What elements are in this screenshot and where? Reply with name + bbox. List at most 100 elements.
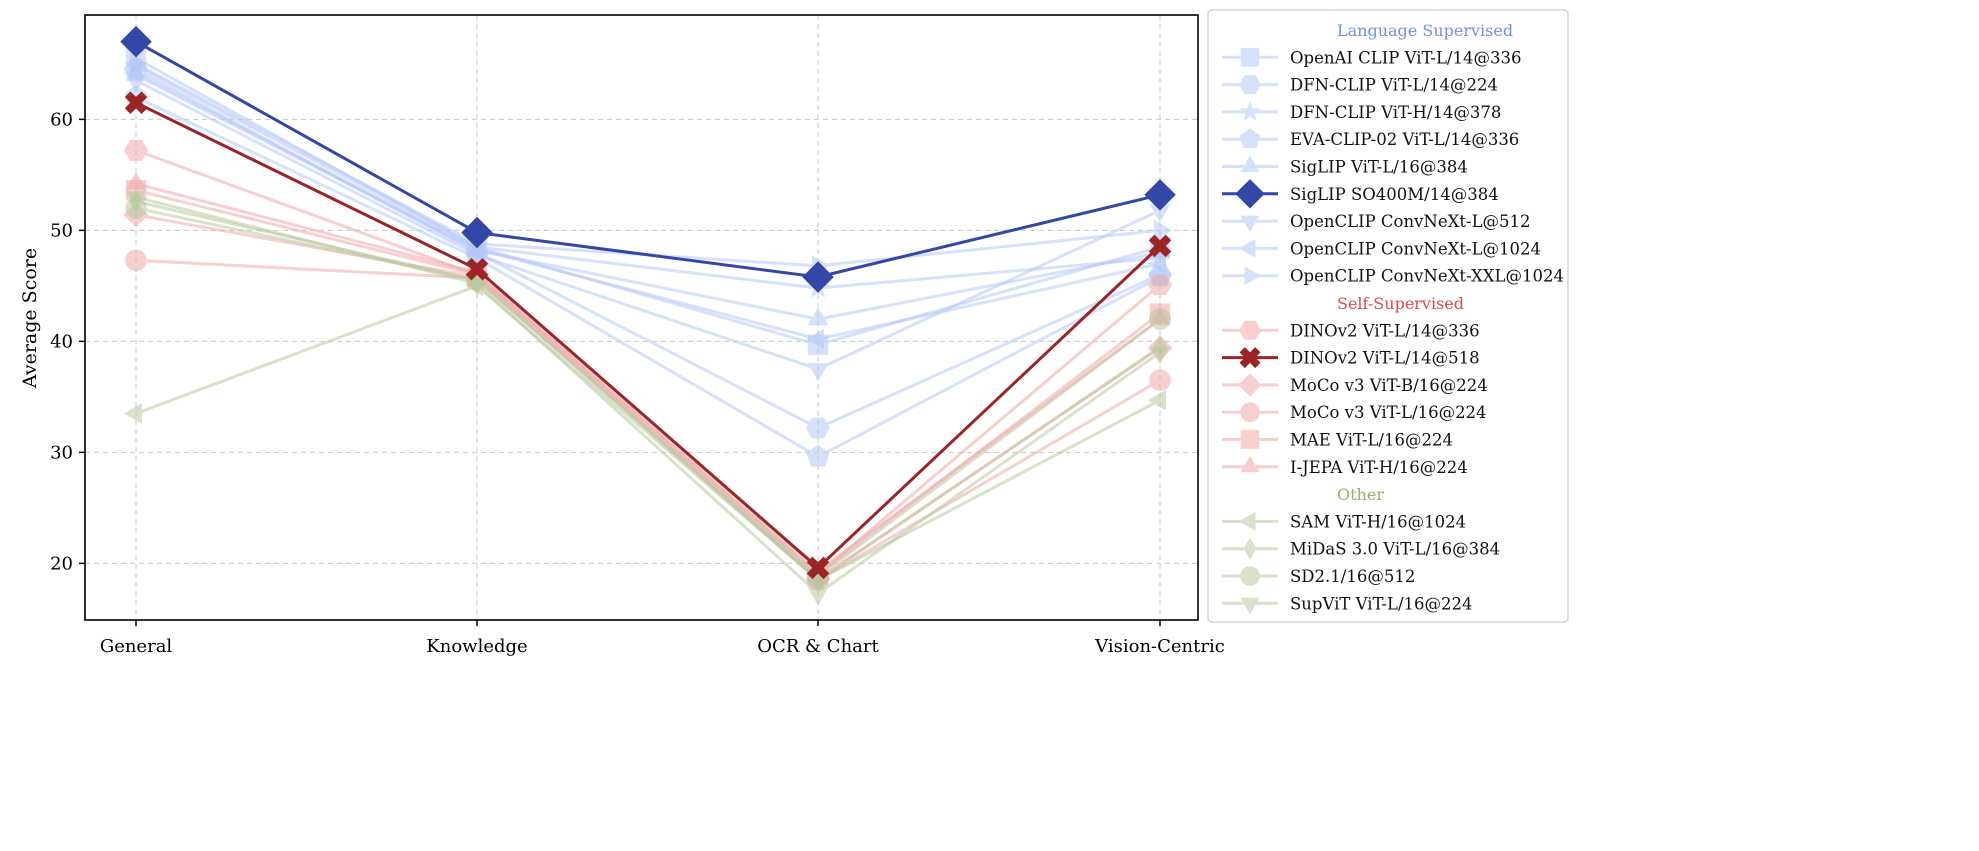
series-siglip-vit-l-16-384 (125, 62, 1171, 326)
legend-label: I-JEPA ViT-H/16@224 (1290, 458, 1468, 477)
legend-item: EVA-CLIP-02 ViT-L/14@336 (1222, 128, 1519, 149)
x-tick-label: Vision-Centric (1094, 636, 1225, 657)
legend-marker (1239, 128, 1261, 149)
data-point (802, 261, 834, 293)
data-point (1148, 389, 1166, 411)
data-point (125, 191, 147, 210)
legend-marker (1239, 75, 1261, 95)
legend-marker (1240, 455, 1260, 473)
legend-label: MAE ViT-L/16@224 (1290, 431, 1453, 450)
series-midas-3-0-vit-l-16-384 (128, 189, 1168, 593)
legend-item: MAE ViT-L/16@224 (1222, 430, 1453, 450)
legend-marker (1240, 215, 1260, 233)
data-point (124, 91, 148, 114)
legend-marker (1239, 100, 1261, 121)
y-tick-label: 50 (50, 220, 73, 241)
legend-item: SigLIP SO400M/14@384 (1222, 179, 1499, 209)
series-line (135, 101, 1162, 570)
legend-label: MoCo v3 ViT-L/16@224 (1290, 403, 1487, 422)
series-dinov2-vit-l-14-518 (124, 91, 1172, 580)
legend-marker (1240, 402, 1260, 423)
legend-label: DINOv2 ViT-L/14@336 (1290, 321, 1480, 340)
legend-item: DFN-CLIP ViT-L/14@224 (1222, 75, 1498, 95)
series-openclip-convnext-l-1024 (124, 62, 1166, 350)
x-tick-label: General (100, 636, 173, 657)
legend-label: OpenCLIP ConvNeXt-XXL@1024 (1290, 267, 1564, 286)
legend-marker (1240, 566, 1260, 586)
series-siglip-so400m-14-384 (120, 25, 1176, 293)
series-dfn-clip-vit-h-14-378 (124, 54, 1172, 298)
data-point (125, 171, 147, 190)
legend-marker (1240, 47, 1260, 67)
series-moco-v3-vit-b-16-224 (123, 202, 1173, 592)
y-axis: 20 30 40 50 60 (50, 109, 85, 574)
legend-item: MiDaS 3.0 ViT-L/16@384 (1222, 537, 1500, 560)
series-line (135, 195, 1161, 596)
y-tick-label: 60 (50, 109, 73, 130)
legend-label: MiDaS 3.0 ViT-L/16@384 (1290, 540, 1500, 559)
legend-label: SigLIP ViT-L/16@384 (1290, 158, 1468, 177)
series-line (135, 40, 1161, 279)
x-axis: General Knowledge OCR & Chart Vision-Centri… (100, 620, 1225, 657)
legend-label: EVA-CLIP-02 ViT-L/14@336 (1290, 130, 1519, 149)
x-tick-label: OCR & Chart (757, 636, 879, 657)
data-point (1144, 179, 1176, 211)
plot-frame (84, 14, 1199, 621)
legend-label: DFN-CLIP ViT-L/14@224 (1290, 76, 1498, 95)
series-lines (120, 25, 1176, 606)
series-line (135, 206, 1161, 579)
series-line (135, 71, 1161, 341)
legend-marker (1240, 430, 1260, 449)
series-line (135, 188, 1161, 577)
data-point (1149, 308, 1171, 330)
legend-marker (1239, 347, 1261, 369)
series-line (135, 79, 1161, 371)
legend-marker (1235, 179, 1265, 209)
y-tick-label: 30 (50, 442, 73, 463)
legend-item: SigLIP ViT-L/16@384 (1222, 155, 1468, 177)
legend-marker (1240, 597, 1260, 615)
y-axis-label: Average Score (19, 248, 41, 389)
series-dinov2-vit-l-14-336 (124, 140, 1172, 585)
series-openai-clip-vit-l-14-336 (125, 48, 1171, 355)
legend-marker (1244, 266, 1261, 286)
data-point (1148, 274, 1172, 296)
legend-marker (1243, 537, 1257, 560)
series-line (135, 182, 1161, 574)
data-point (807, 587, 829, 606)
series-line (135, 95, 1161, 459)
legend-item: OpenCLIP ConvNeXt-L@512 (1222, 212, 1531, 233)
legend-marker (1239, 238, 1256, 258)
legend-label: OpenCLIP ConvNeXt-L@1024 (1290, 239, 1541, 258)
legend-item: OpenCLIP ConvNeXt-L@1024 (1222, 238, 1541, 258)
series-line (135, 68, 1161, 430)
legend-label: MoCo v3 ViT-B/16@224 (1290, 376, 1488, 395)
series-supvit-vit-l-16-224 (125, 191, 1171, 606)
data-point (807, 363, 829, 382)
y-tick-label: 40 (50, 331, 73, 352)
legend-label: OpenCLIP ConvNeXt-L@512 (1290, 212, 1531, 231)
x-tick-label: Knowledge (426, 636, 527, 657)
legend-group-header: Other (1337, 485, 1384, 504)
data-point (1149, 369, 1171, 392)
legend-label: SupViT ViT-L/16@224 (1290, 594, 1473, 613)
legend-item: DFN-CLIP ViT-H/14@378 (1222, 100, 1501, 122)
data-point (125, 249, 147, 272)
series-line (135, 56, 1161, 347)
legend-item: OpenCLIP ConvNeXt-XXL@1024 (1222, 266, 1564, 286)
legend-item: MoCo v3 ViT-L/16@224 (1222, 402, 1487, 422)
data-point (465, 257, 489, 281)
data-point (1148, 253, 1166, 275)
data-point (1154, 220, 1172, 241)
data-point (806, 417, 830, 439)
legend-label: SAM ViT-H/16@1024 (1290, 512, 1466, 531)
legend-item: I-JEPA ViT-H/16@224 (1222, 455, 1468, 477)
legend-marker (1239, 320, 1261, 340)
legend-label: OpenAI CLIP ViT-L/14@336 (1290, 48, 1521, 67)
legend-item: DINOv2 ViT-L/14@518 (1222, 347, 1480, 369)
legend-item: OpenAI CLIP ViT-L/14@336 (1222, 47, 1521, 67)
data-point (806, 556, 830, 580)
data-point (1148, 234, 1172, 258)
data-point (807, 307, 829, 326)
